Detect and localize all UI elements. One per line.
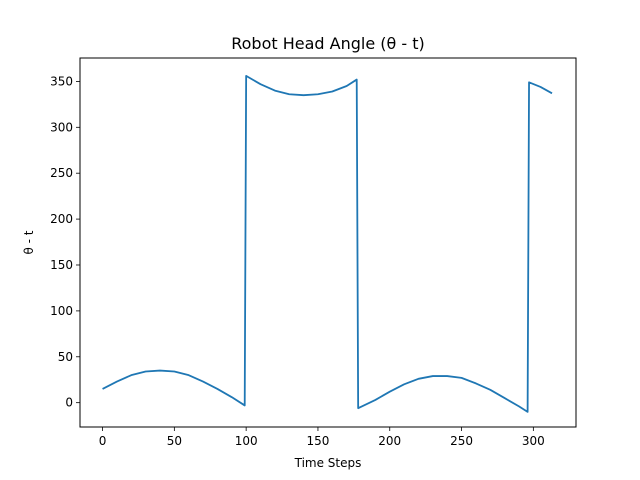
series-line: [102, 75, 553, 413]
x-axis-ticks: 0 50 100 150 200 250 300: [99, 427, 545, 448]
x-tick-label: 0: [99, 434, 107, 448]
y-axis-label: θ - t: [22, 230, 36, 254]
chart-title: Robot Head Angle (θ - t): [231, 34, 425, 53]
y-tick-label: 250: [50, 166, 73, 180]
y-tick-label: 200: [50, 212, 73, 226]
y-tick-label: 300: [50, 120, 73, 134]
y-tick-label: 0: [65, 396, 73, 410]
y-tick-label: 150: [50, 258, 73, 272]
x-axis-label: Time Steps: [294, 456, 362, 470]
y-tick-label: 50: [58, 350, 73, 364]
y-tick-label: 100: [50, 304, 73, 318]
plot-area: [102, 75, 553, 413]
x-tick-label: 50: [167, 434, 182, 448]
x-tick-label: 100: [235, 434, 258, 448]
x-tick-label: 150: [306, 434, 329, 448]
y-axis-ticks: 0 50 100 150 200 250 300 350: [50, 74, 80, 410]
x-tick-label: 250: [450, 434, 473, 448]
plot-frame: [79, 57, 577, 428]
x-tick-label: 300: [522, 434, 545, 448]
x-tick-label: 200: [378, 434, 401, 448]
y-tick-label: 350: [50, 74, 73, 88]
